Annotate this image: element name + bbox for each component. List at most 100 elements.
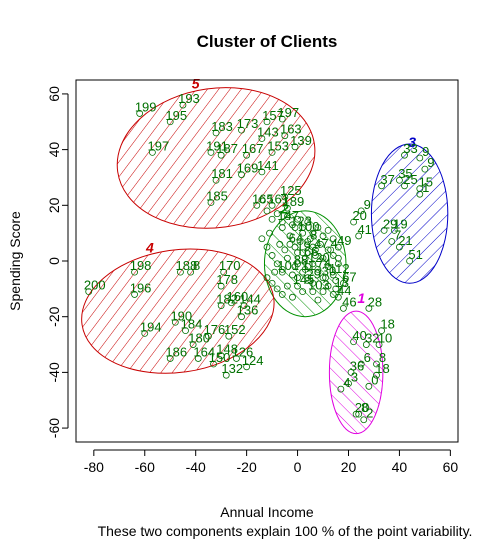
data-point xyxy=(401,151,408,159)
data-point xyxy=(217,282,225,290)
data-point xyxy=(375,341,383,348)
x-tick-label: -20 xyxy=(237,459,257,475)
data-point xyxy=(304,238,312,245)
data-point xyxy=(217,352,225,360)
y-tick-label: -20 xyxy=(46,306,62,326)
cloud-point xyxy=(299,288,307,296)
data-point xyxy=(334,243,342,251)
data-point xyxy=(131,291,138,298)
data-point xyxy=(334,293,342,301)
point-label: 178 xyxy=(216,272,238,287)
cloud-point xyxy=(304,218,312,226)
cloud-point xyxy=(329,235,337,243)
point-label: 185 xyxy=(206,189,228,204)
data-point xyxy=(311,246,319,254)
y-tick-label: 60 xyxy=(46,86,62,102)
data-point xyxy=(299,229,307,237)
x-tick-label: -60 xyxy=(135,459,155,475)
point-label: 191 xyxy=(206,138,228,153)
plot-frame xyxy=(75,79,459,443)
cloud-point xyxy=(314,224,322,231)
data-point xyxy=(278,268,286,276)
y-axis-label: Spending Score xyxy=(7,211,23,311)
cloud-point xyxy=(294,274,301,282)
point-label: 40 xyxy=(352,328,366,343)
data-point xyxy=(304,277,312,284)
point-label: 148 xyxy=(216,342,238,357)
y-axis: -60 -40 -20 0 20 40 60 xyxy=(46,86,69,438)
data-point xyxy=(309,260,317,268)
chart-subtitle: These two components explain 100 % of th… xyxy=(98,523,473,539)
data-point xyxy=(406,257,414,265)
cloud-point xyxy=(322,274,329,282)
point-label: 35 xyxy=(398,166,412,181)
cloud-point xyxy=(319,232,327,240)
data-point xyxy=(378,182,386,190)
data-point xyxy=(283,204,291,212)
cluster-3-ellipse xyxy=(370,143,449,284)
cloud-point xyxy=(283,213,291,220)
data-point xyxy=(268,201,276,209)
point-label: 3 xyxy=(351,370,358,385)
point-label: 8 xyxy=(310,228,317,243)
cluster-1-ellipse xyxy=(328,310,384,435)
data-point xyxy=(339,304,347,312)
point-label: 29 xyxy=(307,266,321,281)
y-tick-label: 0 xyxy=(46,257,62,265)
data-point xyxy=(365,382,373,390)
x-tick-label: -40 xyxy=(186,459,206,475)
point-label: 147 xyxy=(277,208,299,223)
point-label: 41 xyxy=(357,222,371,237)
data-point xyxy=(258,135,266,142)
data-point xyxy=(309,288,317,296)
data-point xyxy=(258,168,266,176)
cluster-5-ellipse xyxy=(116,87,316,229)
point-label: 152 xyxy=(224,322,246,337)
cloud-point xyxy=(266,229,273,237)
point-label: 165 xyxy=(252,191,274,206)
data-point xyxy=(148,148,156,156)
point-label: 9 xyxy=(422,144,429,159)
data-point xyxy=(390,226,398,234)
point-label: 112 xyxy=(329,261,350,276)
cloud-point xyxy=(268,215,276,223)
cluster-1-label: 1 xyxy=(357,290,365,306)
point-label: 64 xyxy=(289,230,303,245)
data-point xyxy=(329,271,337,279)
data-point xyxy=(294,282,301,290)
point-label: 4 xyxy=(343,375,350,390)
data-point xyxy=(233,355,240,362)
point-label: 11 xyxy=(302,258,316,273)
cloud-point xyxy=(273,210,281,218)
chart-title: Cluster of Clients xyxy=(197,32,338,51)
point-label: 2 xyxy=(366,406,373,421)
cloud-point xyxy=(296,238,304,245)
cloud-point xyxy=(271,268,279,276)
point-label: 1 xyxy=(422,180,429,195)
point-label: 0 xyxy=(371,372,378,387)
data-point xyxy=(222,371,230,379)
data-point xyxy=(238,171,245,179)
cluster-3-label: 3 xyxy=(408,134,416,150)
data-point xyxy=(360,416,368,424)
point-label: 13 xyxy=(335,275,349,290)
point-label: 163 xyxy=(280,122,302,137)
point-label: 190 xyxy=(170,308,192,323)
cloud-point xyxy=(289,293,296,301)
cloud-point xyxy=(332,277,340,284)
point-label: 49 xyxy=(337,233,351,248)
data-point xyxy=(227,299,235,307)
y-tick-label: 20 xyxy=(46,197,62,213)
data-point xyxy=(291,224,299,231)
point-label: 136 xyxy=(237,303,259,318)
point-label: 18 xyxy=(375,361,389,376)
data-point xyxy=(350,338,357,346)
x-tick-label: 20 xyxy=(341,459,357,475)
point-label: 7 xyxy=(394,228,401,243)
data-point xyxy=(212,176,220,184)
cluster-4-ellipse xyxy=(81,248,275,374)
point-label: 141 xyxy=(257,158,279,173)
x-tick-label: 60 xyxy=(443,459,459,475)
data-point xyxy=(281,193,289,201)
